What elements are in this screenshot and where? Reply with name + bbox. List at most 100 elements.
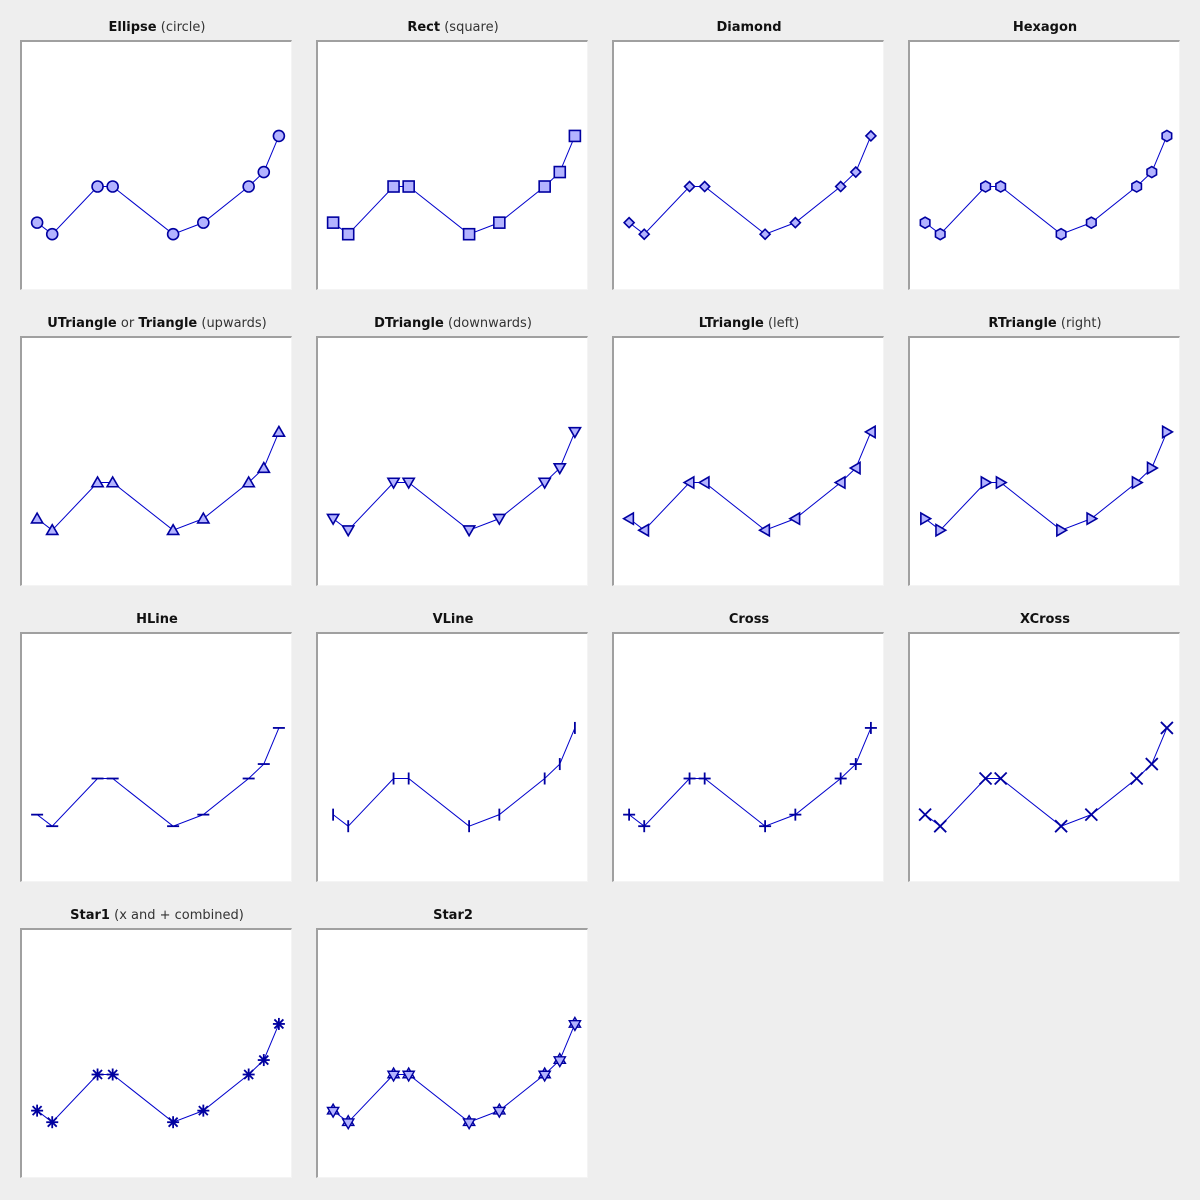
plot-area [20,928,292,1178]
chart-title-sub: (x and + combined) [114,908,244,923]
chart-title-sub: (square) [444,20,499,35]
plot-area [20,336,292,586]
series-line [628,135,872,235]
chart-title-main: DTriangle [374,316,444,331]
data-point-circle-marker [257,165,271,179]
plot-svg [920,424,1174,538]
data-point-diamond-marker [622,216,636,229]
data-point-circle-marker [197,216,210,229]
series-line [628,727,872,827]
chart-title-sub: (downwards) [447,316,532,331]
data-point-square-marker [341,227,355,241]
chart-title: Rect (square) [316,18,590,38]
chart-title-main: Star2 [433,908,473,923]
data-point-cross-marker [849,758,862,771]
data-point-star2-marker [552,1052,567,1068]
chart-title: UTriangle or Triangle (upwards) [20,314,294,334]
plot-svg [31,727,285,828]
data-point-xcross-marker [978,771,993,786]
series-line [924,727,1168,827]
data-point-dtriangle-marker [341,525,356,538]
data-point-diamond-marker [698,180,711,193]
chart-title: Ellipse (circle) [20,18,294,38]
series-line [332,1023,576,1123]
plot-svg [332,721,576,833]
chart-title: Star1 (x and + combined) [20,906,294,926]
data-point-xcross-marker [1145,757,1159,771]
data-point-xcross-marker [918,807,932,822]
chart-title-main: Cross [728,612,770,627]
data-point-cross-marker [759,820,772,833]
chart-title: Cross [612,610,886,630]
data-point-hexagon-marker [995,180,1007,193]
chart-title: HLine [20,610,294,630]
data-point-rtriangle-marker [995,475,1008,490]
data-point-hexagon-marker [1146,165,1158,179]
data-point-rtriangle-marker [1161,424,1174,439]
data-point-hexagon-marker [979,180,992,193]
data-point-circle-marker [242,180,255,193]
data-point-xcross-marker [1084,807,1098,822]
plot-svg [31,1017,285,1129]
plot-svg [326,1016,582,1131]
data-point-utriangle-marker [105,475,120,488]
series-line [332,727,576,827]
series-line [924,431,1168,531]
data-point-xcross-marker [1160,721,1174,735]
data-point-star2-marker [537,1066,552,1083]
data-point-square-marker [568,129,582,143]
chart-title: LTriangle (left) [612,314,886,334]
plot-svg [918,721,1174,833]
chart-title-sub: (right) [1060,316,1102,331]
data-point-ltriangle-marker [697,475,710,490]
data-point-circle-marker [30,216,44,229]
data-point-ltriangle-marker [622,511,635,526]
data-point-diamond-marker [849,165,862,179]
series-line [628,431,872,531]
data-point-star1-marker [31,1104,44,1117]
data-point-hexagon-marker [1161,129,1173,143]
data-point-rtriangle-marker [1056,523,1069,538]
data-point-ltriangle-marker [863,424,876,439]
data-point-utriangle-marker [196,511,211,524]
chart-title: DTriangle (downwards) [316,314,590,334]
data-point-cross-marker [864,721,877,734]
data-point-ltriangle-marker [833,475,846,490]
data-point-dtriangle-marker [552,463,567,476]
chart-title: XCross [908,610,1182,630]
data-point-dtriangle-marker [492,513,507,526]
plot-svg [326,426,582,538]
data-point-hexagon-marker [1131,180,1143,193]
data-point-rtriangle-marker [935,523,948,538]
data-point-star1-marker [46,1116,59,1129]
data-point-square-marker [402,180,415,193]
data-point-star1-marker [272,1017,285,1030]
chart-title: RTriangle (right) [908,314,1182,334]
data-point-dtriangle-marker [462,525,477,538]
data-point-diamond-marker [864,129,878,143]
data-point-xcross-marker [994,771,1008,786]
plot-svg [919,129,1173,241]
data-point-rtriangle-marker [1131,475,1144,490]
chart-title: Diamond [612,18,886,38]
data-point-circle-marker [106,180,119,193]
data-point-square-marker [387,180,400,193]
data-point-dtriangle-marker [401,477,416,490]
data-point-star1-marker [257,1054,270,1067]
data-point-dtriangle-marker [386,477,401,490]
chart-title-sub: (upwards) [201,316,267,331]
plot-svg [623,721,877,833]
data-point-ltriangle-marker [788,511,801,526]
data-point-cross-marker [623,808,636,821]
chart-title-main: UTriangle [47,316,117,331]
chart-title: Star2 [316,906,590,926]
chart-title-sub: (left) [767,316,800,331]
chart-title-main: RTriangle [988,316,1057,331]
plot-area [316,928,588,1178]
chart-title-main: Hexagon [1012,20,1078,35]
series-line [36,727,280,827]
data-point-ltriangle-marker [682,475,695,490]
data-point-rtriangle-marker [1086,511,1099,526]
data-point-xcross-marker [1054,819,1068,833]
plot-svg [326,129,582,241]
